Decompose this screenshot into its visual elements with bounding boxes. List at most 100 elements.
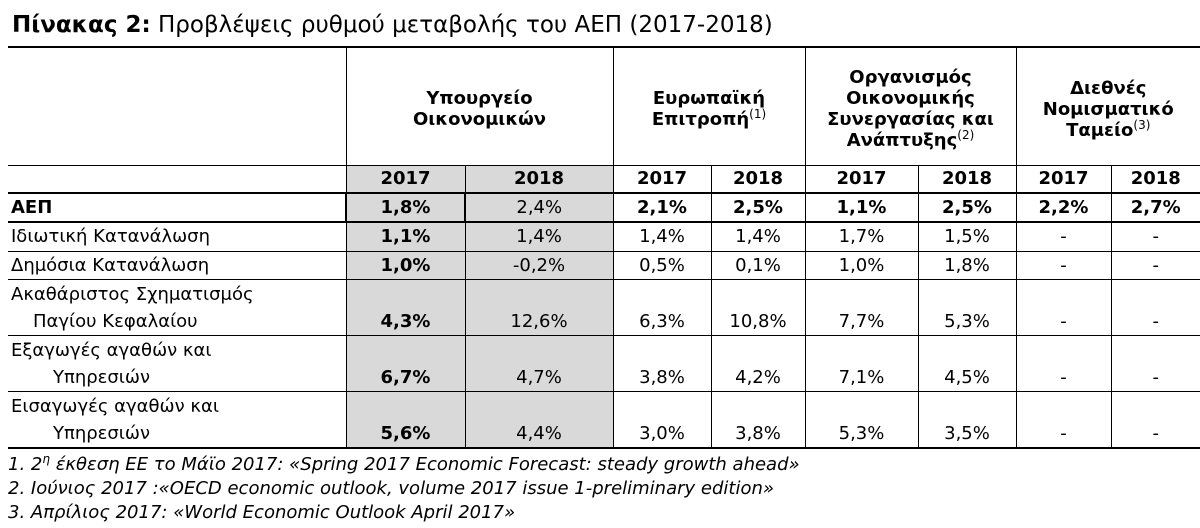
value-cell: 2,2% bbox=[1016, 192, 1112, 223]
value-cell: 7,1% bbox=[805, 335, 919, 392]
row-label-line: Υπηρεσιών bbox=[53, 422, 151, 444]
table-title: Πίνακας 2: Προβλέψεις ρυθμού μεταβολής τ… bbox=[12, 10, 773, 40]
row-label: Εξαγωγές αγαθών και Υπηρεσιών bbox=[8, 335, 347, 392]
value-cell: 1,4% bbox=[465, 222, 614, 252]
forecast-table: Υπουργείο Οικονομικών Ευρωπαϊκή Επιτροπή… bbox=[8, 46, 1200, 449]
value-cell: 2,5% bbox=[918, 192, 1017, 223]
value-cell: 10,8% bbox=[711, 279, 806, 336]
table-title-prefix: Πίνακας 2: bbox=[12, 12, 151, 38]
value-cell: 1,5% bbox=[918, 222, 1017, 252]
row-label-line: Εισαγωγές αγαθών και bbox=[11, 395, 219, 417]
group-header-line: Οργανισμός bbox=[849, 67, 972, 89]
value-cell: 7,7% bbox=[805, 279, 919, 336]
table-row: Εισαγωγές αγαθών και Υπηρεσιών 5,6% 4,4%… bbox=[8, 391, 1200, 449]
value-cell: 3,8% bbox=[613, 335, 712, 392]
row-label: ΑΕΠ bbox=[8, 192, 347, 223]
value-cell: 1,1% bbox=[805, 192, 919, 223]
value-cell: 1,0% bbox=[805, 251, 919, 280]
value-cell: 0,1% bbox=[711, 251, 806, 280]
value-cell: - bbox=[1111, 222, 1200, 252]
row-label-line: Παγίου Κεφαλαίου bbox=[33, 310, 198, 332]
row-label: Ιδιωτική Κατανάλωση bbox=[8, 222, 347, 252]
value-cell: 2,4% bbox=[465, 192, 614, 223]
footnote: 3. Απρίλιος 2017: «World Economic Outloo… bbox=[8, 501, 800, 525]
value-cell: 4,4% bbox=[465, 391, 614, 449]
group-header-line: Ευρωπαϊκή bbox=[652, 88, 766, 110]
value-cell: -0,2% bbox=[465, 251, 614, 280]
group-header-line: Συνεργασίας και bbox=[827, 109, 994, 131]
value-cell: 1,4% bbox=[613, 222, 712, 252]
footnotes: 1. 2η έκθεση ΕΕ το Μάϊο 2017: «Spring 20… bbox=[8, 453, 800, 525]
table-row: Δημόσια Κατανάλωση 1,0% -0,2% 0,5% 0,1% … bbox=[8, 251, 1200, 280]
value-cell: - bbox=[1016, 251, 1112, 280]
group-header-line: Υπουργείο bbox=[426, 88, 533, 110]
value-cell: - bbox=[1111, 391, 1200, 449]
value-cell: - bbox=[1016, 279, 1112, 336]
group-header-line: Οικονομικών bbox=[412, 109, 547, 131]
value-cell: 1,7% bbox=[805, 222, 919, 252]
footnote-prefix: 1. 2 bbox=[8, 454, 43, 475]
table-row: ΑΕΠ 1,8% 2,4% 2,1% 2,5% 1,1% 2,5% 2,2% 2… bbox=[8, 192, 1200, 223]
group-header-ministry-of-finance: Υπουργείο Οικονομικών bbox=[346, 46, 614, 165]
row-label: Δημόσια Κατανάλωση bbox=[8, 251, 347, 280]
table-row: Ακαθάριστος Σχηματισμός Παγίου Κεφαλαίου… bbox=[8, 279, 1200, 336]
value-cell: 5,6% bbox=[346, 391, 466, 449]
value-cell: 1,8% bbox=[918, 251, 1017, 280]
group-header-line: Ταμείο bbox=[1066, 119, 1134, 141]
footnote: 1. 2η έκθεση ΕΕ το Μάϊο 2017: «Spring 20… bbox=[8, 453, 800, 477]
value-cell: 2,5% bbox=[711, 192, 806, 223]
footnote-text: έκθεση ΕΕ το Μάϊο 2017: «Spring 2017 Eco… bbox=[49, 454, 800, 475]
value-cell: 3,0% bbox=[613, 391, 712, 449]
group-header-oecd: Οργανισμός Οικονομικής Συνεργασίας και Α… bbox=[805, 46, 1017, 165]
year-header: 2018 bbox=[465, 164, 614, 193]
value-cell: 2,7% bbox=[1111, 192, 1200, 223]
year-row-label-cell bbox=[8, 164, 347, 193]
year-header: 2017 bbox=[1016, 164, 1112, 193]
footnote-prefix: 2. Ιούνιος 2017 :«OECD economic outlook,… bbox=[8, 478, 774, 499]
value-cell: - bbox=[1016, 335, 1112, 392]
footnote: 2. Ιούνιος 2017 :«OECD economic outlook,… bbox=[8, 477, 800, 501]
year-header: 2017 bbox=[805, 164, 919, 193]
footnote-superscript: η bbox=[42, 452, 50, 466]
value-cell: - bbox=[1111, 279, 1200, 336]
year-header: 2018 bbox=[1111, 164, 1200, 193]
value-cell: 0,5% bbox=[613, 251, 712, 280]
year-header: 2017 bbox=[613, 164, 712, 193]
row-label-line: Ακαθάριστος Σχηματισμός bbox=[11, 283, 254, 305]
table-row: Ιδιωτική Κατανάλωση 1,1% 1,4% 1,4% 1,4% … bbox=[8, 222, 1200, 252]
group-header-line: Διεθνές bbox=[1070, 77, 1147, 99]
row-label-line: Υπηρεσιών bbox=[53, 366, 151, 388]
value-cell: 6,7% bbox=[346, 335, 466, 392]
year-header: 2018 bbox=[918, 164, 1017, 193]
year-header: 2018 bbox=[711, 164, 806, 193]
value-cell: 1,8% bbox=[345, 192, 466, 223]
value-cell: 6,3% bbox=[613, 279, 712, 336]
header-empty-cell bbox=[8, 46, 347, 165]
row-label: Ακαθάριστος Σχηματισμός Παγίου Κεφαλαίου bbox=[8, 279, 347, 336]
value-cell: 4,2% bbox=[711, 335, 806, 392]
value-cell: 4,5% bbox=[918, 335, 1017, 392]
group-header-line: Επιτροπή bbox=[651, 109, 750, 131]
table-row: Εξαγωγές αγαθών και Υπηρεσιών 6,7% 4,7% … bbox=[8, 335, 1200, 392]
group-header-line: Ανάπτυξης bbox=[846, 130, 958, 152]
row-label-line: Εξαγωγές αγαθών και bbox=[11, 339, 212, 361]
value-cell: 3,5% bbox=[918, 391, 1017, 449]
year-header: 2017 bbox=[346, 164, 466, 193]
value-cell: 5,3% bbox=[918, 279, 1017, 336]
value-cell: - bbox=[1111, 335, 1200, 392]
group-header-european-commission: Ευρωπαϊκή Επιτροπή(1) bbox=[613, 46, 806, 165]
value-cell: - bbox=[1111, 251, 1200, 280]
value-cell: 12,6% bbox=[465, 279, 614, 336]
footnote-marker: (2) bbox=[957, 128, 975, 143]
value-cell: 1,1% bbox=[346, 222, 466, 252]
footnote-marker: (1) bbox=[749, 107, 767, 122]
value-cell: 5,3% bbox=[805, 391, 919, 449]
value-cell: - bbox=[1016, 222, 1112, 252]
group-header-line: Οικονομικής bbox=[846, 88, 975, 110]
footnote-prefix: 3. Απρίλιος 2017: «World Economic Outloo… bbox=[8, 502, 516, 523]
value-cell: 3,8% bbox=[711, 391, 806, 449]
value-cell: 2,1% bbox=[613, 192, 712, 223]
value-cell: 1,0% bbox=[346, 251, 466, 280]
footnote-marker: (3) bbox=[1133, 117, 1151, 132]
value-cell: 1,4% bbox=[711, 222, 806, 252]
